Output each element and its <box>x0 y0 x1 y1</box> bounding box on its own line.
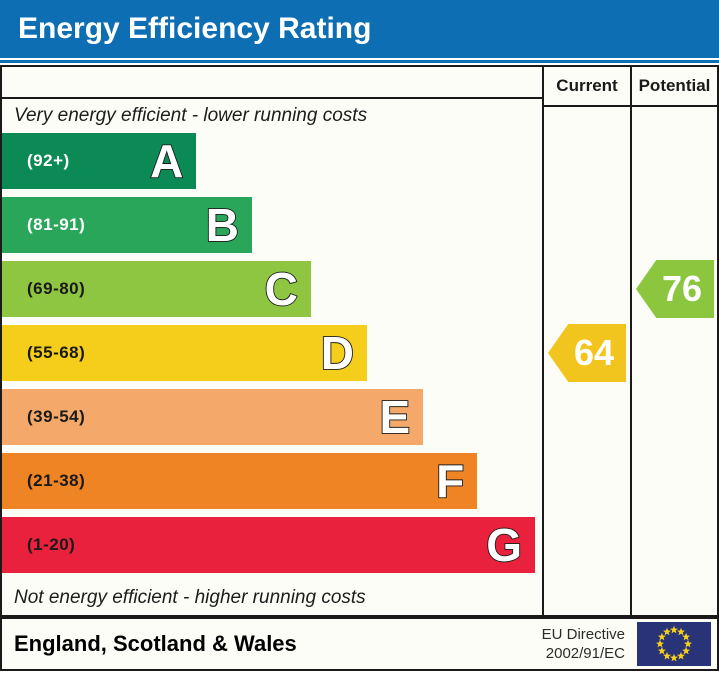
band-letter: B <box>205 199 240 251</box>
potential-column: Potential 76 <box>630 67 717 615</box>
band-bar-c: (69-80) C <box>2 261 311 317</box>
band-letter: A <box>149 135 184 187</box>
band-bar-b: (81-91) B <box>2 197 253 253</box>
ratings-body: Very energy efficient - lower running co… <box>2 99 542 615</box>
band-bar-a: (92+) A <box>2 133 197 189</box>
eu-directive-line1: EU Directive <box>541 625 625 643</box>
band-bar-e: (39-54) E <box>2 389 424 445</box>
current-rating-value: 64 <box>573 332 615 373</box>
band-range-label: (92+) <box>27 151 70 170</box>
page-title: Energy Efficiency Rating <box>0 0 719 58</box>
band-letter: E <box>379 391 411 443</box>
band-range-label: (55-68) <box>27 343 86 362</box>
band-row-f: (21-38) F <box>2 453 542 509</box>
potential-rating-value: 76 <box>661 268 703 309</box>
caption-top: Very energy efficient - lower running co… <box>14 105 368 126</box>
band-letter: G <box>485 519 523 571</box>
band-letter: D <box>320 327 355 379</box>
eu-directive-line2: 2002/91/EC <box>545 645 625 662</box>
band-row-c: (69-80) C <box>2 261 542 317</box>
ratings-column: Very energy efficient - lower running co… <box>2 67 542 615</box>
band-letter: F <box>435 455 465 507</box>
band-row-g: (1-20) G <box>2 517 542 573</box>
eu-flag-icon <box>637 622 711 666</box>
current-column-body: 64 <box>544 107 630 615</box>
current-column-header: Current <box>544 67 630 107</box>
band-row-d: (55-68) D <box>2 325 542 381</box>
band-range-label: (81-91) <box>27 215 86 234</box>
band-bar-f: (21-38) F <box>2 453 478 509</box>
potential-column-body: 76 <box>632 107 717 615</box>
rating-table: Very energy efficient - lower running co… <box>0 65 719 617</box>
band-row-b: (81-91) B <box>2 197 542 253</box>
band-range-label: (39-54) <box>27 407 86 426</box>
current-column: Current 64 <box>542 67 630 615</box>
eu-directive-label: EU Directive 2002/91/EC <box>542 625 625 664</box>
band-row-a: (92+) A <box>2 133 542 189</box>
band-letter: C <box>264 263 299 315</box>
caption-bottom: Not energy efficient - higher running co… <box>14 587 366 608</box>
band-bar-g: (1-20) G <box>2 517 535 573</box>
ratings-header-empty <box>2 67 542 99</box>
title-underline <box>0 60 719 63</box>
band-range-label: (21-38) <box>27 471 86 490</box>
potential-rating-pointer: 76 <box>636 260 714 318</box>
footer: England, Scotland & Wales EU Directive 2… <box>0 617 719 671</box>
band-bar-d: (55-68) D <box>2 325 368 381</box>
band-row-e: (39-54) E <box>2 389 542 445</box>
current-rating-pointer: 64 <box>548 324 626 382</box>
region-label: England, Scotland & Wales <box>14 631 297 656</box>
band-range-label: (1-20) <box>27 535 76 554</box>
potential-column-header: Potential <box>632 67 717 107</box>
band-range-label: (69-80) <box>27 279 86 298</box>
